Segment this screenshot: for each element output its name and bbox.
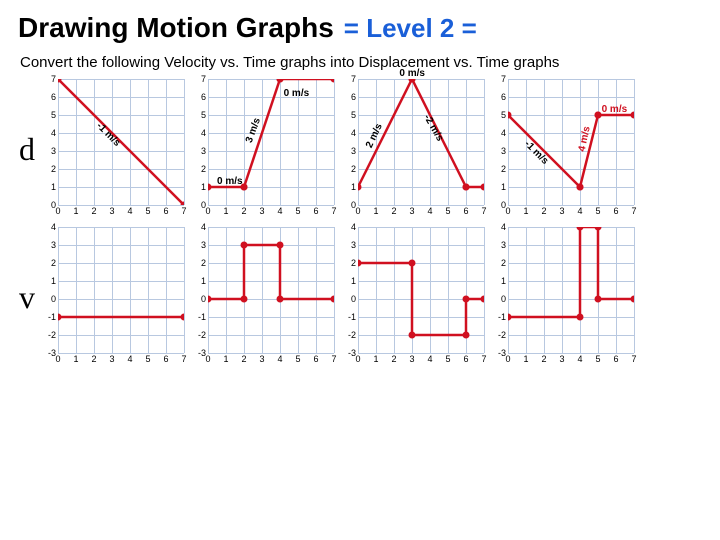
d-label: d xyxy=(12,131,42,168)
velocity-chart: -3-2-10123401234567 xyxy=(42,227,184,367)
slope-annotation: 0 m/s xyxy=(217,176,243,187)
displacement-chart: 0123456701234567-1 m/s4 m/s0 m/s xyxy=(492,79,634,219)
slope-annotation: 0 m/s xyxy=(399,68,425,79)
d-charts: 0123456701234567-1 m/s01234567012345670 … xyxy=(42,79,708,219)
v-charts: -3-2-10123401234567-3-2-10123401234567-3… xyxy=(42,227,708,367)
slope-annotation: 0 m/s xyxy=(284,88,310,99)
velocity-row: v -3-2-10123401234567-3-2-10123401234567… xyxy=(12,227,708,367)
page-title: Drawing Motion Graphs xyxy=(18,12,334,44)
displacement-row: d 0123456701234567-1 m/s0123456701234567… xyxy=(12,79,708,219)
instruction-text: Convert the following Velocity vs. Time … xyxy=(0,50,720,79)
displacement-chart: 0123456701234567-1 m/s xyxy=(42,79,184,219)
velocity-chart: -3-2-10123401234567 xyxy=(492,227,634,367)
v-label: v xyxy=(12,279,42,316)
slope-annotation: 0 m/s xyxy=(602,104,628,115)
velocity-chart: -3-2-10123401234567 xyxy=(192,227,334,367)
displacement-chart: 01234567012345672 m/s0 m/s-2 m/s xyxy=(342,79,484,219)
title-row: Drawing Motion Graphs = Level 2 = xyxy=(0,0,720,50)
level-badge: = Level 2 = xyxy=(344,13,477,44)
displacement-chart: 01234567012345670 m/s3 m/s0 m/s xyxy=(192,79,334,219)
chart-rows: d 0123456701234567-1 m/s0123456701234567… xyxy=(0,79,720,367)
velocity-chart: -3-2-10123401234567 xyxy=(342,227,484,367)
